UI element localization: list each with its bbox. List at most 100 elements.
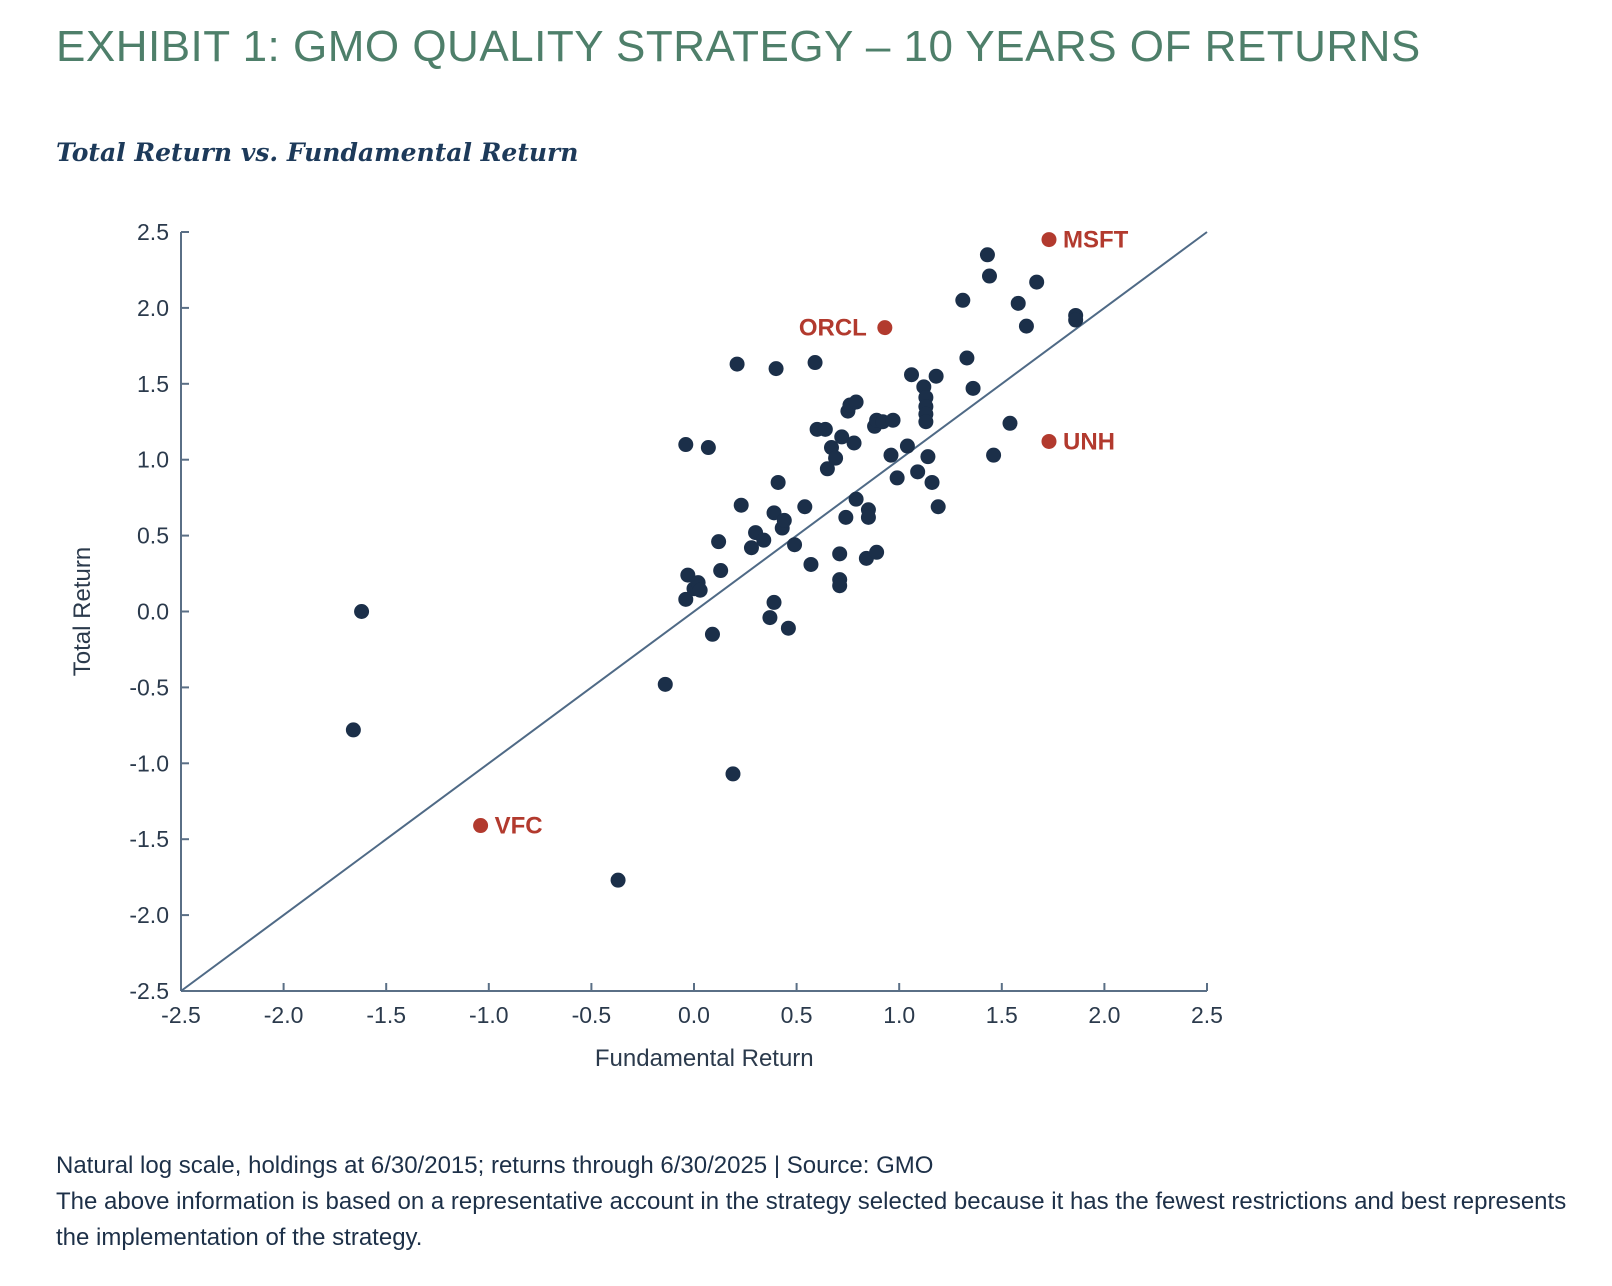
data-point [743,540,759,556]
y-tick-label: 2.0 [137,295,169,321]
x-axis-label: Fundamental Return [595,1045,814,1072]
reference-line [180,231,1208,992]
data-point [965,380,981,396]
x-tick-label: 2.5 [1191,1002,1223,1028]
data-point [780,620,796,636]
y-tick-label: 0.0 [137,599,169,625]
x-tick-label: 1.5 [986,1002,1018,1028]
data-point [928,368,944,384]
x-tick-label: 0.0 [678,1002,710,1028]
data-point [869,544,885,560]
x-tick-label: -0.5 [572,1002,612,1028]
highlight-point-unh [1041,433,1057,449]
data-point [770,474,786,490]
data-point [817,421,833,437]
data-point [797,499,813,515]
data-point [680,567,696,583]
data-point [910,464,926,480]
data-point [700,440,716,456]
data-point [657,676,673,692]
data-point [756,532,772,548]
y-tick-label: 2.5 [137,219,169,245]
data-point [1068,312,1084,328]
data-point [1029,274,1045,290]
data-point [711,534,727,550]
highlight-point-orcl [877,320,893,336]
y-tick-label: 1.0 [137,447,169,473]
y-tick-label: -2.5 [129,978,169,1004]
data-point [832,546,848,562]
y-tick-label: -0.5 [129,674,169,700]
footnote: Natural log scale, holdings at 6/30/2015… [56,1148,1576,1256]
data-point [803,556,819,572]
data-point [828,450,844,466]
scatter-chart: -2.5 -2.0 -1.5 -1.0 -0.5 0.0 0.5 1.0 1.5 2.0 2.5 2.… [69,219,1223,1072]
y-tick-label: -1.5 [129,826,169,852]
page-title: EXHIBIT 1: GMO QUALITY STRATEGY – 10 YEA… [56,22,1421,71]
highlight-point-msft [1041,232,1057,248]
data-point [725,766,741,782]
data-point [354,604,370,619]
y-tick-label: -2.0 [129,902,169,928]
data-point [678,591,694,607]
data-point [955,292,971,308]
x-tick-label: -1.0 [469,1002,509,1028]
x-tick-label: 2.0 [1088,1002,1120,1028]
data-point [920,449,936,465]
highlight-label-unh: UNH [1063,428,1115,455]
data-point [776,512,792,528]
data-point [692,582,708,598]
data-point [345,722,361,738]
y-tick-label: 1.5 [137,371,169,397]
data-point [713,563,729,579]
data-point [883,447,899,463]
data-point [704,626,720,642]
data-point [848,491,864,507]
highlight-label-vfc: VFC [495,813,543,840]
data-point [762,610,778,626]
highlight-point-vfc [473,818,489,834]
data-points [345,247,1084,888]
data-point [766,505,782,521]
data-point [904,367,920,383]
data-point [846,435,862,451]
highlight-label-msft: MSFT [1063,227,1129,254]
chart-axes: -2.5 -2.0 -1.5 -1.0 -0.5 0.0 0.5 1.0 1.5 2.0 2.5 2.… [129,219,1223,1028]
x-tick-label: -1.5 [366,1002,406,1028]
x-tick-label: 0.5 [781,1002,813,1028]
data-point [918,414,934,430]
chart-subtitle: Total Return vs. Fundamental Return [56,138,579,167]
data-point [930,499,946,515]
data-point [834,429,850,445]
data-point [899,438,915,454]
data-point [787,537,803,553]
data-point [819,461,835,477]
data-point [610,872,626,888]
data-point [766,594,782,610]
data-point [981,268,997,284]
x-tick-label: -2.0 [264,1002,304,1028]
highlighted-points: MSFT ORCL UNH VFC [473,227,1129,840]
data-point [678,437,694,453]
data-point [959,350,975,366]
y-axis-label: Total Return [69,547,96,676]
data-point [768,361,784,377]
data-point [860,509,876,525]
data-point [733,497,749,513]
x-tick-label: 1.0 [883,1002,915,1028]
data-point [885,412,901,428]
data-point [979,247,995,263]
y-tick-label: -1.0 [129,750,169,776]
highlight-label-orcl: ORCL [799,315,867,342]
data-point [1002,415,1018,431]
data-point [807,355,823,371]
y-tick-label: 0.5 [137,523,169,549]
footnote-disclaimer: The above information is based on a repr… [56,1188,1567,1251]
x-tick-label: -2.5 [161,1002,201,1028]
data-point [986,447,1002,463]
data-point [1018,318,1034,334]
data-point [838,509,854,525]
footnote-source: Natural log scale, holdings at 6/30/2015… [56,1152,934,1179]
data-point [832,578,848,594]
data-point [848,394,864,410]
